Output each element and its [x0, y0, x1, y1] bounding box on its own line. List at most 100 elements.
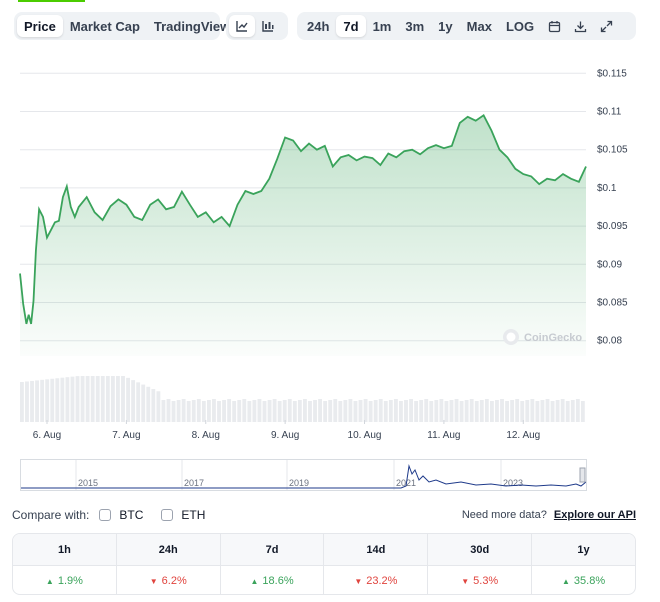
price-chart-svg[interactable]: CoinGecko $0.115 $0.11 $0.105 $0.1 $0.095 $0.…: [0, 50, 660, 450]
range-max[interactable]: Max: [466, 18, 492, 34]
volume-bar: [85, 376, 90, 422]
volume-bar: [434, 400, 439, 422]
volume-bar: [575, 399, 580, 422]
navigator-svg: 2015 2017 2019 2021 2023: [21, 460, 587, 490]
period-14d-header: 14d: [324, 534, 429, 565]
range-log[interactable]: LOG: [505, 18, 535, 34]
volume-bar: [217, 401, 221, 422]
performance-header-row: 1h 24h 7d 14d 30d 1y: [13, 534, 635, 566]
compare-label: Compare with:: [12, 508, 90, 522]
range-7d[interactable]: 7d: [336, 15, 366, 37]
volume-bar: [252, 400, 257, 422]
volume-bar: [110, 376, 115, 422]
calendar-button[interactable]: [541, 15, 567, 37]
api-promo: Need more data? Explore our API: [462, 509, 636, 521]
range-1y[interactable]: 1y: [438, 18, 453, 34]
period-30d-header: 30d: [428, 534, 533, 565]
range-24h[interactable]: 24h: [307, 18, 330, 34]
volume-bar: [368, 401, 373, 422]
change-7d: ▲ 18.6%: [221, 566, 325, 594]
x-tick-label: 12. Aug: [506, 430, 540, 441]
volume-bar: [247, 401, 252, 422]
range-navigator[interactable]: 2015 2017 2019 2021 2023: [20, 459, 587, 491]
volume-bar: [409, 399, 413, 422]
volume-bar: [75, 376, 80, 422]
volume-bar: [383, 401, 388, 422]
compare-eth-checkbox[interactable]: ETH: [161, 508, 205, 522]
volume-bar: [500, 399, 504, 422]
volume-bar: [35, 380, 40, 422]
volume-bar: [469, 399, 474, 422]
arrow-up-icon: ▲: [45, 576, 54, 586]
range-1m[interactable]: 1m: [372, 18, 392, 34]
volume-bar: [580, 401, 585, 422]
volume-bar: [30, 380, 34, 422]
navigator-year-label: 2017: [184, 478, 204, 488]
y-tick-label: $0.115: [597, 68, 627, 79]
chart-toolbar: Price Market Cap TradingView 24h 7d 1m 3…: [12, 12, 636, 40]
volume-bar: [55, 378, 60, 422]
x-tick-label: 9. Aug: [271, 430, 299, 441]
x-tick-label: 7. Aug: [112, 430, 140, 441]
volume-bar: [565, 401, 570, 422]
candlestick-chart-button[interactable]: [255, 15, 281, 37]
line-chart-button[interactable]: [229, 15, 255, 37]
volume-bar: [131, 380, 136, 422]
change-1h-value: 1.9%: [57, 575, 83, 587]
volume-bar: [90, 376, 95, 422]
navigator-handle[interactable]: [579, 467, 586, 483]
checkbox-box[interactable]: [161, 509, 174, 521]
volume-bar: [40, 379, 45, 422]
y-tick-label: $0.08: [597, 336, 622, 347]
volume-bar: [297, 400, 302, 422]
volume-bar: [116, 376, 120, 422]
volume-bar: [146, 386, 151, 422]
change-1y: ▲ 35.8%: [532, 566, 635, 594]
api-promo-text: Need more data?: [461, 509, 547, 521]
volume-bar: [570, 400, 575, 422]
navigator-year-label: 2019: [289, 478, 309, 488]
volume-bar: [141, 384, 146, 422]
volume-bar: [479, 400, 484, 422]
volume-bar: [333, 399, 338, 422]
volume-bar: [555, 400, 560, 422]
download-button[interactable]: [567, 15, 593, 37]
change-14d-value: 23.2%: [366, 575, 398, 587]
volume-bar: [267, 400, 272, 422]
compare-btc-checkbox[interactable]: BTC: [99, 508, 143, 522]
x-tick-label: 6. Aug: [33, 430, 61, 441]
arrow-down-icon: ▼: [149, 576, 158, 586]
volume-bar: [222, 400, 226, 422]
tab-tradingview[interactable]: TradingView: [153, 18, 231, 34]
tab-price[interactable]: Price: [17, 15, 63, 37]
checkbox-box[interactable]: [99, 509, 112, 521]
volume-bar: [393, 399, 398, 422]
volume-bar: [105, 376, 110, 422]
explore-api-link[interactable]: Explore our API: [553, 509, 636, 521]
candlestick-chart-icon: [262, 21, 274, 32]
volume-bar: [60, 377, 65, 422]
compare-row: Compare with: BTC ETH Need more data? Ex…: [12, 507, 636, 523]
volume-bar: [45, 379, 50, 422]
arrow-up-icon: ▲: [561, 576, 570, 586]
volume-bar: [358, 400, 363, 422]
volume-bar: [308, 401, 312, 422]
y-tick-label: $0.095: [597, 221, 628, 232]
volume-bar: [166, 399, 171, 422]
tab-market-cap[interactable]: Market Cap: [69, 18, 140, 34]
y-tick-label: $0.1: [597, 183, 617, 194]
change-7d-value: 18.6%: [262, 575, 294, 587]
volume-bar: [151, 389, 156, 422]
volume-bar: [399, 401, 403, 422]
volume-bar: [50, 378, 55, 422]
expand-button[interactable]: [593, 15, 619, 37]
volume-bar: [348, 399, 353, 422]
volume-bar: [121, 376, 125, 422]
price-chart[interactable]: CoinGecko $0.115 $0.11 $0.105 $0.1 $0.095 $0.…: [0, 50, 660, 450]
range-3m[interactable]: 3m: [405, 18, 425, 34]
expand-icon: [600, 20, 612, 32]
volume-bar: [515, 399, 520, 422]
line-chart-icon: [236, 21, 248, 32]
period-24h-header: 24h: [117, 534, 221, 565]
volume-bar: [70, 376, 75, 422]
